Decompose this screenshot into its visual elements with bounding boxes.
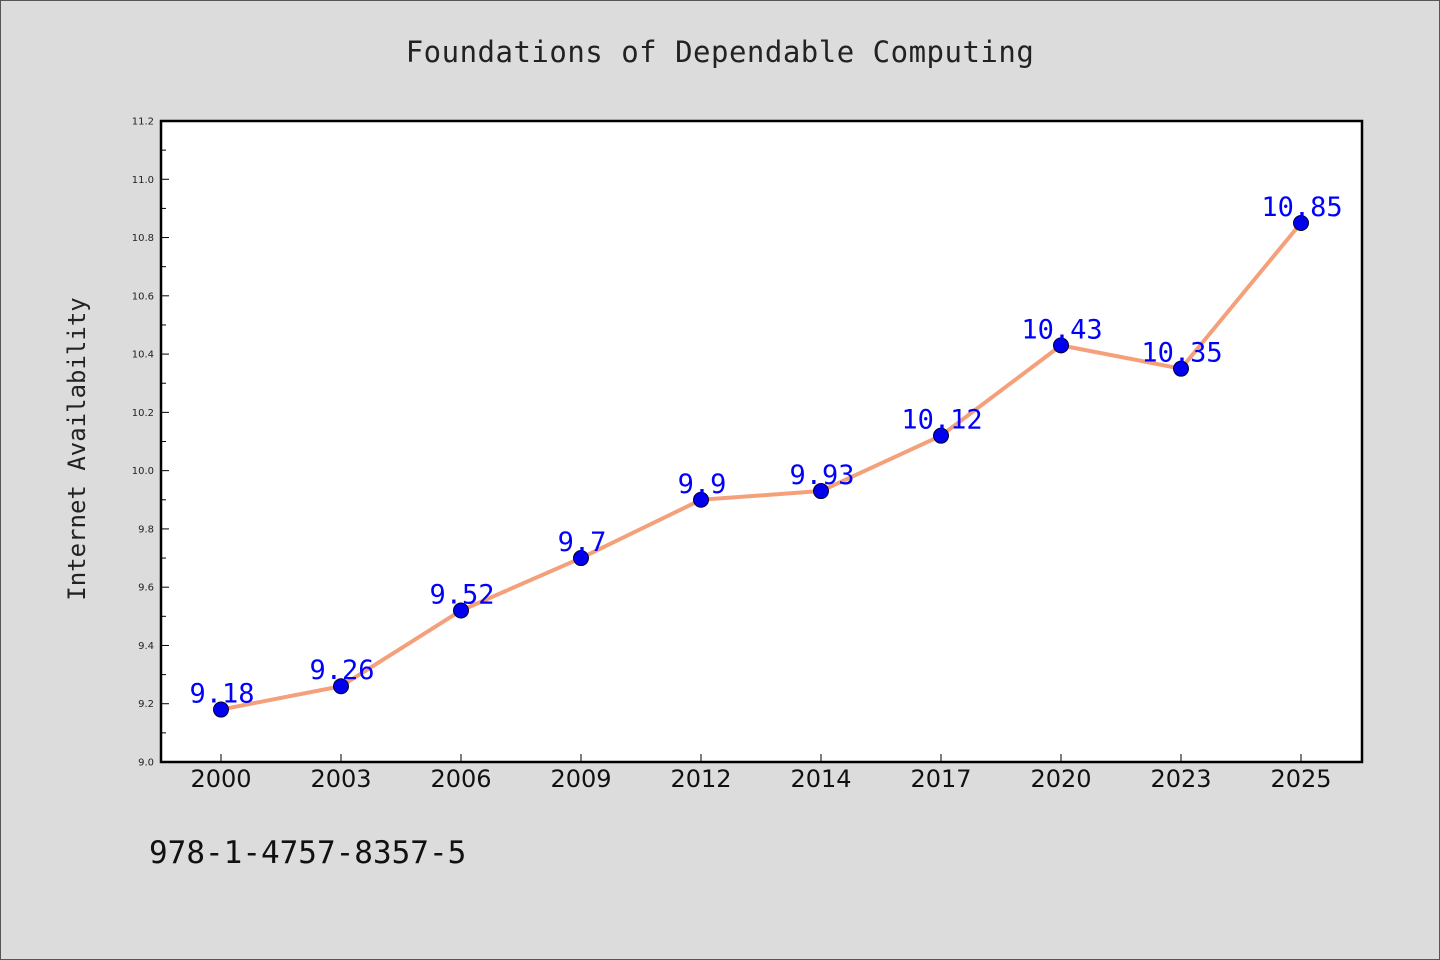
data-label: 9.18 — [189, 679, 254, 710]
data-point — [933, 427, 949, 444]
y-tick-label: 9.8 — [138, 524, 154, 535]
y-tick-label: 9.2 — [138, 699, 154, 710]
x-tick-label: 2006 — [430, 765, 491, 793]
plot-area — [159, 119, 1364, 764]
chart-title: Foundations of Dependable Computing — [405, 35, 1035, 69]
data-point — [1173, 360, 1189, 377]
data-point — [1053, 337, 1069, 354]
y-axis-label: Internet Availability — [63, 297, 91, 600]
y-tick-label: 10.2 — [132, 408, 154, 419]
y-tick-label: 10.4 — [132, 350, 154, 361]
y-tick-label: 11.2 — [132, 117, 154, 128]
data-label: 10.12 — [901, 405, 982, 436]
data-label: 9.26 — [309, 655, 374, 686]
x-tick-label: 2009 — [550, 765, 611, 793]
x-tick-label: 2014 — [790, 765, 851, 793]
y-tick-label: 9.4 — [138, 641, 154, 652]
isbn-text: 978-1-4757-8357-5 — [149, 835, 467, 871]
data-point — [213, 701, 229, 718]
x-tick-label: 2000 — [190, 765, 251, 793]
x-tick-label: 2025 — [1270, 765, 1331, 793]
series-line — [220, 221, 1303, 712]
y-tick-label: 10.6 — [132, 291, 154, 302]
x-tick-label: 2017 — [910, 765, 971, 793]
series-group: 9.18 9.26 9.52 9.7 9.9 9.93 10.12 10.43 10.35 10.… — [189, 192, 1343, 718]
data-point — [333, 678, 349, 695]
y-tick-label: 9.0 — [138, 758, 154, 769]
data-label: 9.93 — [789, 460, 854, 491]
data-point — [453, 602, 469, 619]
x-tick-label: 2003 — [310, 765, 371, 793]
data-label: 10.43 — [1021, 314, 1102, 345]
data-point — [1293, 214, 1309, 231]
y-axis: 9.0 9.2 9.4 9.6 9.8 10.0 10.2 10.4 10.6 10.8 11.0 1… — [132, 117, 169, 769]
data-label: 9.52 — [429, 579, 494, 610]
x-tick-label: 2020 — [1030, 765, 1091, 793]
x-tick-label: 2012 — [670, 765, 731, 793]
y-tick-label: 10.0 — [132, 466, 154, 477]
data-label: 10.85 — [1261, 192, 1342, 223]
y-tick-label: 10.8 — [132, 233, 154, 244]
y-tick-label: 11.0 — [132, 175, 154, 186]
data-point — [693, 491, 709, 508]
x-tick-label: 2023 — [1150, 765, 1211, 793]
data-label: 9.9 — [678, 469, 727, 500]
y-tick-label: 9.6 — [138, 583, 154, 594]
data-label: 9.7 — [558, 527, 607, 558]
data-label: 10.35 — [1141, 338, 1222, 369]
data-point — [813, 483, 829, 500]
x-axis: 2000 2003 2006 2009 2012 2014 2017 2020 2023 2025 — [190, 754, 1332, 793]
data-point — [573, 550, 589, 567]
